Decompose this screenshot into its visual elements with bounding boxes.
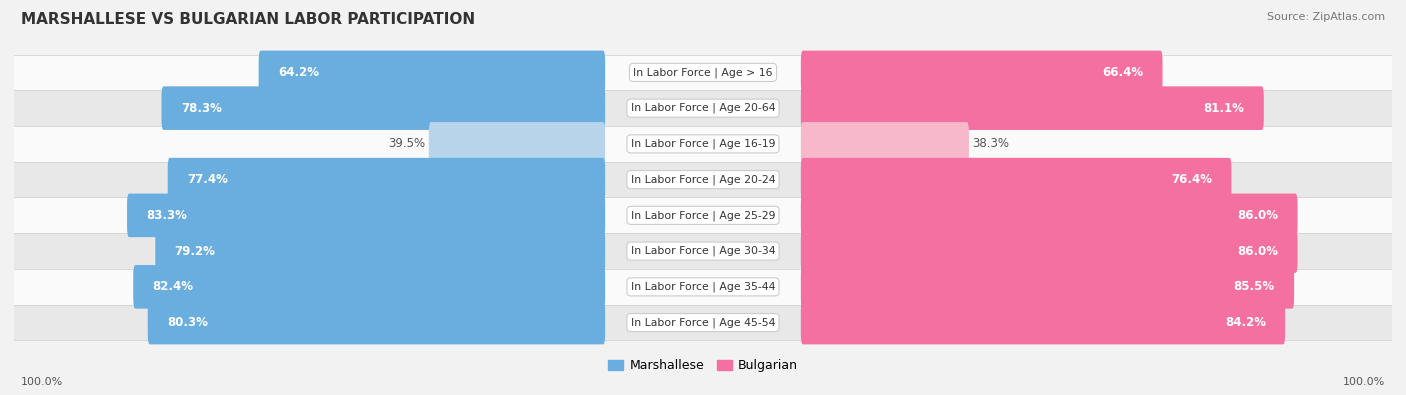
Text: In Labor Force | Age 35-44: In Labor Force | Age 35-44 (631, 282, 775, 292)
Text: In Labor Force | Age 30-34: In Labor Force | Age 30-34 (631, 246, 775, 256)
Text: MARSHALLESE VS BULGARIAN LABOR PARTICIPATION: MARSHALLESE VS BULGARIAN LABOR PARTICIPA… (21, 12, 475, 27)
FancyBboxPatch shape (801, 122, 969, 166)
FancyBboxPatch shape (127, 194, 605, 237)
FancyBboxPatch shape (134, 265, 605, 308)
Bar (14, 233, 1392, 269)
Text: 64.2%: 64.2% (278, 66, 319, 79)
FancyBboxPatch shape (801, 87, 1264, 130)
Legend: Marshallese, Bulgarian: Marshallese, Bulgarian (603, 354, 803, 377)
FancyBboxPatch shape (148, 301, 605, 344)
Bar (14, 90, 1392, 126)
Text: 76.4%: 76.4% (1171, 173, 1212, 186)
Text: In Labor Force | Age 45-54: In Labor Force | Age 45-54 (631, 317, 775, 328)
Text: 66.4%: 66.4% (1102, 66, 1143, 79)
FancyBboxPatch shape (801, 301, 1285, 344)
Text: 38.3%: 38.3% (973, 137, 1010, 150)
Text: In Labor Force | Age > 16: In Labor Force | Age > 16 (633, 67, 773, 78)
FancyBboxPatch shape (801, 229, 1298, 273)
Text: 80.3%: 80.3% (167, 316, 208, 329)
Text: In Labor Force | Age 20-64: In Labor Force | Age 20-64 (631, 103, 775, 113)
FancyBboxPatch shape (162, 87, 605, 130)
FancyBboxPatch shape (801, 265, 1294, 308)
Bar (14, 269, 1392, 305)
Text: 100.0%: 100.0% (1343, 377, 1385, 387)
Text: In Labor Force | Age 25-29: In Labor Force | Age 25-29 (631, 210, 775, 221)
Text: 81.1%: 81.1% (1204, 102, 1244, 115)
Text: In Labor Force | Age 20-24: In Labor Force | Age 20-24 (631, 174, 775, 185)
Bar (14, 55, 1392, 90)
Text: 78.3%: 78.3% (181, 102, 222, 115)
Bar (14, 198, 1392, 233)
Text: 100.0%: 100.0% (21, 377, 63, 387)
FancyBboxPatch shape (429, 122, 605, 166)
Text: Source: ZipAtlas.com: Source: ZipAtlas.com (1267, 12, 1385, 22)
FancyBboxPatch shape (155, 229, 605, 273)
FancyBboxPatch shape (801, 51, 1163, 94)
FancyBboxPatch shape (167, 158, 605, 201)
Bar (14, 305, 1392, 340)
Text: 82.4%: 82.4% (152, 280, 194, 293)
FancyBboxPatch shape (259, 51, 605, 94)
Text: 86.0%: 86.0% (1237, 245, 1278, 258)
Text: 39.5%: 39.5% (388, 137, 426, 150)
Text: 83.3%: 83.3% (146, 209, 187, 222)
Bar (14, 126, 1392, 162)
Bar (14, 162, 1392, 198)
Text: 84.2%: 84.2% (1225, 316, 1265, 329)
Text: 86.0%: 86.0% (1237, 209, 1278, 222)
FancyBboxPatch shape (801, 158, 1232, 201)
Text: 79.2%: 79.2% (174, 245, 215, 258)
Text: 85.5%: 85.5% (1233, 280, 1275, 293)
Text: In Labor Force | Age 16-19: In Labor Force | Age 16-19 (631, 139, 775, 149)
FancyBboxPatch shape (801, 194, 1298, 237)
Text: 77.4%: 77.4% (187, 173, 228, 186)
